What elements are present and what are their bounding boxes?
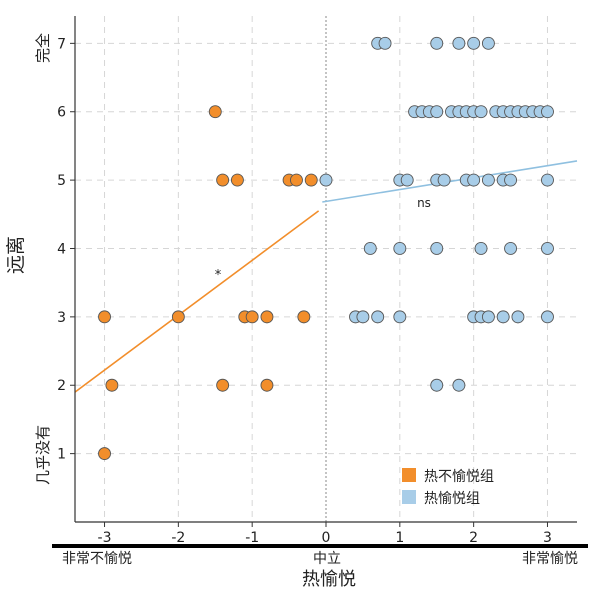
annotation-pleasant-significance: ns (417, 196, 431, 210)
point-unpleasant (216, 378, 230, 392)
point-pleasant (541, 105, 554, 119)
x-anchor-label-left: 非常不愉悦 (62, 551, 132, 567)
point-pleasant (452, 378, 466, 392)
x-tick-label: -2 (171, 530, 185, 546)
axes (70, 16, 577, 527)
legend-label-unpleasant: 热不愉悦组 (424, 469, 494, 485)
y-axis-label: 远离 (5, 236, 27, 274)
point-pleasant (481, 173, 495, 187)
point-pleasant (430, 378, 444, 392)
x-tick-label: 0 (322, 530, 331, 546)
point-pleasant (511, 310, 525, 324)
point-unpleasant (290, 173, 303, 187)
point-unpleasant (208, 105, 222, 119)
y-tick-label: 4 (57, 241, 66, 257)
point-pleasant (393, 310, 407, 324)
legend-label-pleasant: 热愉悦组 (424, 491, 480, 507)
y-tick-label: 7 (57, 36, 66, 52)
x-axis-label: 热愉悦 (302, 569, 356, 590)
point-pleasant (496, 310, 510, 324)
point-pleasant (474, 242, 488, 255)
point-pleasant (541, 310, 554, 324)
y-anchor-label-top: 完全 (34, 33, 52, 63)
y-tick-label: 3 (57, 310, 66, 326)
point-pleasant (371, 310, 385, 324)
y-tick-label: 5 (57, 173, 66, 189)
point-pleasant (452, 36, 466, 50)
point-unpleasant (260, 310, 274, 324)
y-tick-label: 1 (57, 447, 66, 463)
point-unpleasant (98, 447, 111, 461)
x-anchor-label-center: 中立 (313, 551, 341, 567)
x-anchor-label-right: 非常愉悦 (522, 551, 578, 567)
point-pleasant (481, 36, 495, 50)
point-pleasant (363, 242, 377, 255)
x-tick-label: 3 (543, 530, 552, 546)
point-pleasant (430, 36, 444, 50)
x-tick-label: 2 (469, 530, 478, 546)
x-tick-label: -3 (98, 530, 112, 546)
point-pleasant (474, 105, 488, 119)
point-pleasant (541, 173, 554, 187)
y-anchor-label-bottom: 几乎没有 (34, 425, 52, 485)
legend-swatch-pleasant (402, 490, 416, 504)
point-pleasant (378, 36, 392, 50)
point-unpleasant (105, 378, 119, 392)
point-pleasant (467, 36, 481, 50)
point-pleasant (541, 242, 554, 255)
point-pleasant (430, 242, 444, 255)
x-tick-label: 1 (395, 530, 404, 546)
point-pleasant (430, 105, 444, 119)
point-pleasant (319, 173, 333, 187)
point-pleasant (504, 173, 518, 187)
point-unpleasant (304, 173, 318, 187)
y-tick-label: 6 (57, 105, 66, 121)
data-points (98, 36, 554, 461)
point-pleasant (481, 310, 495, 324)
legend-swatch-unpleasant (402, 468, 416, 482)
annotation-unpleasant-significance: * (215, 268, 222, 283)
point-pleasant (393, 242, 407, 255)
x-tick-label: -1 (245, 530, 259, 546)
point-unpleasant (230, 173, 244, 187)
point-pleasant (504, 242, 518, 255)
point-pleasant (356, 310, 370, 324)
point-unpleasant (297, 310, 311, 324)
point-pleasant (467, 173, 481, 187)
point-pleasant (400, 173, 414, 187)
tick-labels: 1 2 3 4 5 6 7 -3 -2 -1 0 1 2 3 (57, 36, 552, 546)
point-unpleasant (171, 310, 185, 324)
point-pleasant (437, 173, 451, 187)
trendline-unpleasant (74, 210, 320, 393)
legend: 热不愉悦组 热愉悦组 (402, 468, 494, 507)
point-unpleasant (98, 310, 111, 324)
point-unpleasant (245, 310, 259, 324)
point-unpleasant (216, 173, 230, 187)
y-tick-label: 2 (57, 378, 66, 394)
point-unpleasant (260, 378, 274, 392)
